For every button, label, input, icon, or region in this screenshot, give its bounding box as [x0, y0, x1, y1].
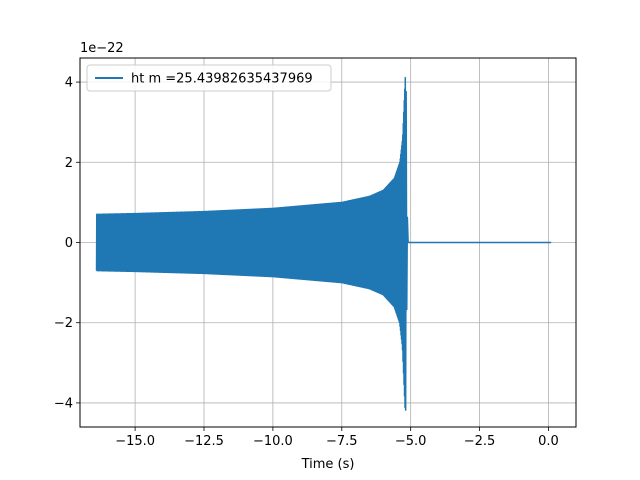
x-tick-label: −10.0 [253, 434, 293, 449]
y-tick-label: −4 [54, 396, 73, 411]
x-tick-label: −7.5 [326, 434, 358, 449]
x-tick-label: −15.0 [115, 434, 155, 449]
x-tick-label: −5.0 [395, 434, 427, 449]
ticks: −15.0 −12.5 −10.0 −7.5 −5.0 −2.5 0.0 −4 −2 0 2 4 [54, 76, 559, 449]
x-tick-label: −2.5 [464, 434, 496, 449]
y-tick-label: 2 [65, 156, 73, 171]
x-tick-label: −12.5 [184, 434, 224, 449]
series-line-ht-m-25-43982635437969 [95, 76, 552, 411]
x-axis-label: Time (s) [301, 457, 355, 472]
y-tick-label: −2 [54, 316, 73, 331]
y-scale-label: 1e−22 [80, 41, 124, 56]
y-tick-label: 4 [65, 76, 73, 91]
legend: ht m =25.43982635437969 [86, 64, 332, 92]
y-tick-label: 0 [65, 236, 73, 251]
series-layer [95, 76, 552, 411]
legend-box [86, 64, 332, 92]
x-tick-label: 0.0 [538, 434, 559, 449]
legend-label: ht m =25.43982635437969 [131, 72, 313, 87]
